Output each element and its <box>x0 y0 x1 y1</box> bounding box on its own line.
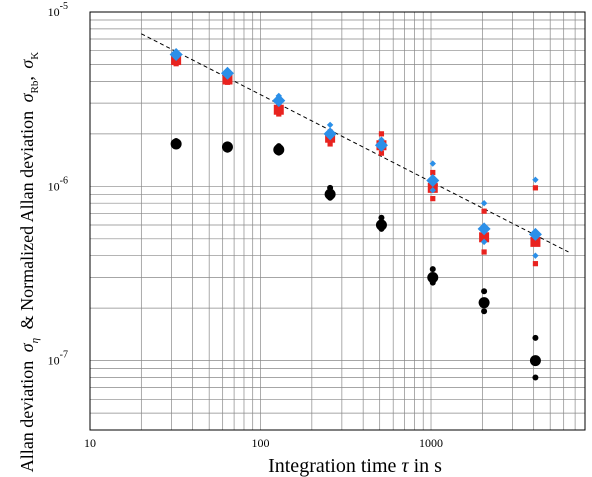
plot-border <box>89 11 586 431</box>
data-point-circle-spread <box>429 266 436 273</box>
data-point-square-spread <box>378 131 385 137</box>
y-axis-title: Allan deviation ση & Normalized Allan de… <box>17 52 42 472</box>
data-point-circle-main <box>427 271 439 283</box>
data-point-circle-main <box>170 138 182 150</box>
data-point-circle-spread <box>481 308 488 315</box>
x-axis-title: Integration time τ in s <box>268 455 442 477</box>
data-point-square-spread <box>430 196 436 202</box>
reference-line <box>141 33 569 253</box>
x-tick-label: 10 <box>84 436 96 450</box>
y-tick-label: 10-6 <box>48 175 68 193</box>
data-point-circle-main <box>529 355 541 367</box>
x-tick-label: 1000 <box>419 436 443 450</box>
data-point-diamond-main <box>528 227 542 241</box>
data-point-diamond-main <box>374 138 388 152</box>
plot-frame <box>89 11 586 431</box>
reference-dashed-line <box>141 33 569 253</box>
data-point-diamond-spread <box>326 121 334 129</box>
tick-labels: 10 100 1000 10-7 10-6 10-5 <box>48 1 443 450</box>
data-point-square-spread <box>327 141 333 147</box>
data-point-square-spread <box>532 261 539 267</box>
data-point-diamond-spread <box>532 252 539 259</box>
data-point-diamond-spread <box>532 176 539 183</box>
grid-lines <box>90 12 585 430</box>
data-point-circle-main <box>478 297 490 309</box>
data-point-diamond-spread <box>429 186 436 194</box>
y-tick-label: 10-5 <box>48 1 68 19</box>
data-point-diamond-spread <box>429 160 436 167</box>
data-point-diamond-main <box>169 48 183 62</box>
data-point-square-main <box>530 236 541 247</box>
data-point-circle-spread <box>532 334 539 341</box>
data-point-circle-main <box>273 144 285 156</box>
data-point-diamond-main <box>220 66 234 80</box>
data-point-diamond-main <box>426 173 440 187</box>
y-tick-label: 10-7 <box>48 350 68 368</box>
data-point-square-main <box>273 104 284 115</box>
data-point-square-spread <box>481 208 487 214</box>
data-point-circle-main <box>324 188 336 200</box>
data-point-diamond-spread <box>480 238 488 246</box>
data-point-circle-spread <box>378 214 385 221</box>
data-point-diamond-main <box>272 94 286 108</box>
data-point-square-spread <box>481 249 487 255</box>
data-point-diamond-spread <box>480 200 488 207</box>
data-point-square-main <box>479 232 490 243</box>
data-point-circle-main <box>375 219 387 231</box>
data-point-circle-main <box>221 141 233 153</box>
data-point-square-spread <box>378 150 385 156</box>
x-tick-label: 100 <box>252 436 270 450</box>
data-markers <box>169 48 542 381</box>
data-point-diamond-main <box>477 222 491 236</box>
data-point-square-spread <box>532 185 539 191</box>
data-point-diamond-main <box>323 127 337 141</box>
data-point-circle-spread <box>532 374 539 381</box>
data-point-square-spread <box>430 169 436 176</box>
data-point-circle-spread <box>481 288 488 295</box>
